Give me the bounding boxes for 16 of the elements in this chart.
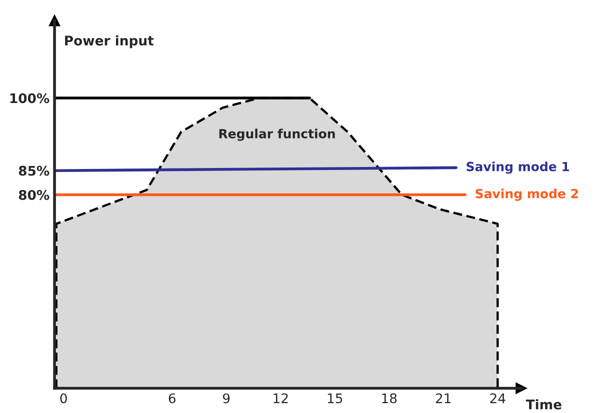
- x-tick-label: 24: [490, 393, 506, 404]
- x-tick-label: 9: [222, 393, 230, 404]
- y-tick-label: 100%: [10, 93, 50, 104]
- series-label: Saving mode 1: [466, 162, 570, 174]
- x-tick-label: 15: [328, 393, 342, 404]
- y-tick-label: 85%: [18, 166, 50, 176]
- x-tick-label: 18: [382, 393, 397, 404]
- x-tick-label: 21: [436, 393, 451, 404]
- x-tick-label: 6: [168, 393, 176, 404]
- x-tick-label: 12: [274, 393, 288, 404]
- series-label: Saving mode 2: [476, 188, 578, 201]
- x-axis-title: Time: [526, 399, 562, 410]
- y-tick-label: 80%: [18, 190, 50, 200]
- series-label: Regular function: [219, 128, 335, 141]
- y-axis-title: Power input: [65, 35, 154, 48]
- x-tick-label: 0: [60, 393, 67, 404]
